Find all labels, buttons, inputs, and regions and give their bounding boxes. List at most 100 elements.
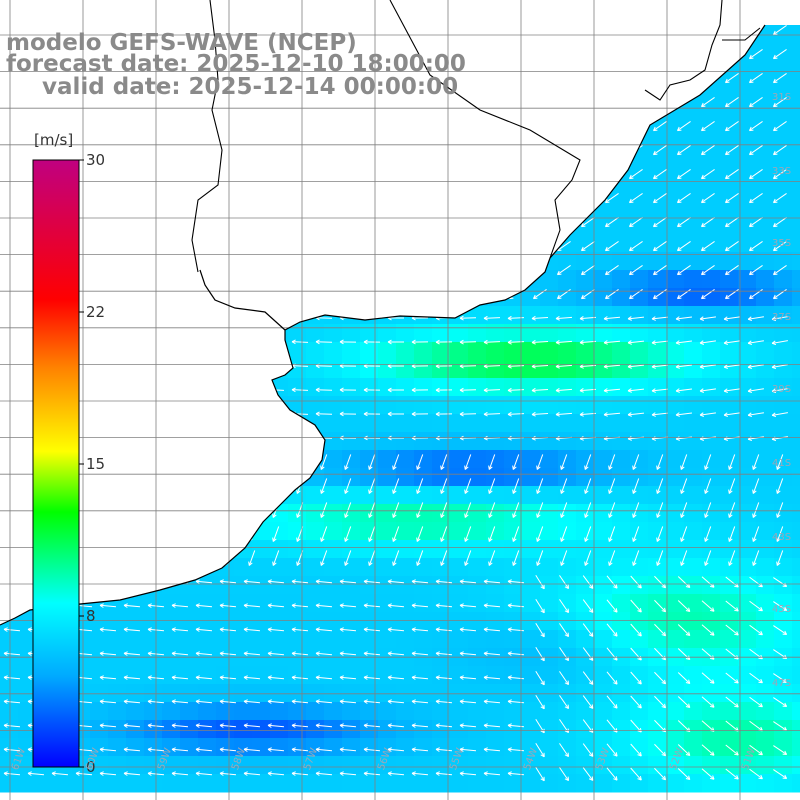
field-cell	[252, 684, 271, 703]
field-cell	[252, 360, 271, 379]
field-cell	[234, 630, 253, 649]
field-cell	[486, 72, 505, 91]
field-cell	[324, 162, 343, 181]
field-cell	[738, 198, 757, 217]
wind-arrow	[339, 771, 357, 776]
field-cell	[144, 720, 163, 739]
field-cell	[0, 432, 19, 451]
field-cell	[252, 702, 271, 721]
field-cell	[648, 72, 667, 91]
field-cell	[396, 612, 415, 631]
field-cell	[720, 630, 739, 649]
wind-arrow	[464, 550, 472, 566]
field-cell	[666, 108, 685, 127]
field-cell	[792, 36, 800, 55]
field-cell	[180, 720, 199, 739]
wind-arrow	[388, 289, 403, 300]
wind-arrow	[579, 316, 597, 321]
wind-arrow	[535, 670, 545, 686]
field-cell	[126, 594, 145, 613]
field-cell	[144, 126, 163, 145]
field-cell	[288, 162, 307, 181]
field-cell	[306, 216, 325, 235]
field-cell	[342, 324, 361, 343]
field-cell	[756, 756, 775, 775]
field-cell	[270, 630, 289, 649]
field-cell	[234, 720, 253, 739]
field-cell	[504, 540, 523, 559]
border-uruguay-argentina	[191, 0, 223, 273]
field-cell	[324, 216, 343, 235]
field-cell	[414, 234, 433, 253]
field-cell	[414, 720, 433, 739]
field-cell	[108, 144, 127, 163]
field-cell	[216, 594, 235, 613]
wind-arrow	[459, 387, 477, 393]
wind-arrow	[124, 265, 139, 276]
wind-arrow	[459, 771, 477, 776]
wind-arrow	[630, 671, 642, 685]
field-cell	[558, 270, 577, 289]
wind-arrow	[580, 265, 595, 276]
wind-arrow	[124, 289, 139, 300]
field-cell	[162, 684, 181, 703]
wind-arrow	[416, 454, 424, 470]
wind-arrow	[488, 526, 496, 542]
field-cell	[522, 450, 541, 469]
field-cell	[126, 108, 145, 127]
wind-arrow	[219, 747, 237, 752]
wind-arrow	[580, 241, 595, 252]
field-cell	[648, 180, 667, 199]
field-cell	[792, 702, 800, 721]
field-cell	[198, 468, 217, 487]
field-cell	[756, 450, 775, 469]
field-cell	[558, 576, 577, 595]
field-cell	[720, 432, 739, 451]
field-cell	[342, 756, 361, 775]
wind-arrow	[676, 169, 691, 180]
field-cell	[396, 666, 415, 685]
field-cell	[756, 468, 775, 487]
field-cell	[198, 162, 217, 181]
field-cell	[360, 666, 379, 685]
wind-arrow	[772, 25, 787, 36]
wind-arrow	[724, 97, 739, 108]
wind-arrow	[340, 217, 355, 228]
wind-arrow	[580, 217, 595, 228]
field-cell	[342, 342, 361, 361]
field-cell	[162, 540, 181, 559]
field-cell	[684, 162, 703, 181]
field-cell	[684, 396, 703, 415]
field-cell	[684, 504, 703, 523]
wind-arrow	[604, 73, 619, 84]
wind-arrow	[627, 316, 645, 321]
field-cell	[378, 450, 397, 469]
field-cell	[324, 126, 343, 145]
wind-arrow	[99, 603, 117, 608]
wind-arrow	[628, 25, 643, 36]
wind-arrow	[748, 193, 763, 204]
field-cell	[198, 702, 217, 721]
field-cell	[612, 54, 631, 73]
field-cell	[630, 684, 649, 703]
wind-arrow	[339, 627, 357, 632]
field-cell	[216, 702, 235, 721]
field-cell	[612, 720, 631, 739]
wind-arrow	[195, 387, 213, 392]
field-cell	[180, 162, 199, 181]
wind-arrow	[316, 241, 331, 252]
field-cell	[738, 306, 757, 325]
field-cell	[684, 756, 703, 775]
field-cell	[396, 108, 415, 127]
field-cell	[720, 450, 739, 469]
field-cell	[288, 288, 307, 307]
field-cell	[648, 342, 667, 361]
field-cell	[198, 324, 217, 343]
field-cell	[432, 450, 451, 469]
field-cell	[720, 468, 739, 487]
field-cell	[756, 414, 775, 433]
wind-arrow	[243, 579, 261, 584]
wind-arrow	[316, 169, 331, 180]
field-cell	[774, 594, 793, 613]
field-cell	[216, 414, 235, 433]
